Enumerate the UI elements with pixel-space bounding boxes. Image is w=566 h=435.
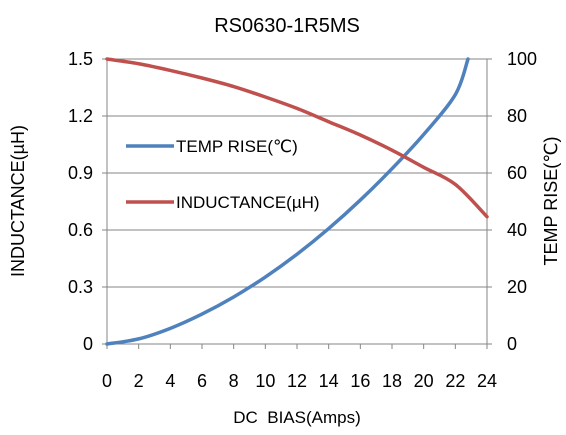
data-point-temp-rise: [107, 344, 108, 345]
data-point-inductance: [423, 167, 424, 168]
data-point-inductance: [328, 121, 329, 122]
series-lines: [105, 57, 489, 346]
x-tick-label: 16: [350, 371, 370, 391]
y-left-tick-label: 1.5: [68, 49, 93, 69]
data-point-inductance: [392, 150, 393, 151]
data-point-inductance: [233, 86, 234, 87]
x-tick-label: 4: [165, 371, 175, 391]
data-point-temp-rise: [233, 296, 234, 297]
x-tick-label: 22: [445, 371, 465, 391]
data-point-temp-rise: [202, 314, 203, 315]
x-axis-label: DC BIAS(Amps): [233, 408, 361, 427]
data-point-inductance: [265, 97, 266, 98]
y-axis-right-label: TEMP RISE(℃): [541, 137, 561, 266]
y-right-tick-label: 60: [507, 163, 527, 183]
y-right-tick-label: 20: [507, 277, 527, 297]
x-tick-label: 24: [477, 371, 497, 391]
x-tick-label: 10: [255, 371, 275, 391]
grid-lines: [107, 58, 487, 288]
y-left-tick-label: 0.9: [68, 163, 93, 183]
y-axis-left-label: INDUCTANCE(µH): [8, 125, 28, 277]
x-tick-label: 0: [102, 371, 112, 391]
y-left-tick-label: 0.3: [68, 277, 93, 297]
data-point-temp-rise: [468, 59, 469, 60]
data-point-temp-rise: [297, 254, 298, 255]
data-point-temp-rise: [392, 168, 393, 169]
data-point-temp-rise: [170, 328, 171, 329]
data-point-inductance: [360, 135, 361, 136]
series-line-temp-rise: [105, 57, 470, 346]
data-point-temp-rise: [423, 134, 424, 135]
legend-label-inductance: INDUCTANCE(µH): [176, 193, 320, 212]
y-right-tick-label: 80: [507, 106, 527, 126]
y-left-tick-label: 1.2: [68, 106, 93, 126]
x-tick-label: 2: [134, 371, 144, 391]
data-point-inductance: [107, 59, 108, 60]
x-tick-label: 12: [287, 371, 307, 391]
series-line-inductance: [105, 57, 489, 219]
legend-label-temp-rise: TEMP RISE(℃): [176, 137, 298, 156]
data-point-inductance: [170, 70, 171, 71]
data-point-temp-rise: [265, 277, 266, 278]
data-point-temp-rise: [138, 338, 139, 339]
data-point-inductance: [455, 184, 456, 185]
y-right-tick-label: 100: [507, 49, 537, 69]
x-tick-label: 20: [414, 371, 434, 391]
data-point-inductance: [202, 78, 203, 79]
y-left-tick-label: 0: [83, 334, 93, 354]
data-point-inductance: [297, 108, 298, 109]
legend: TEMP RISE(℃) INDUCTANCE(µH): [126, 137, 320, 212]
y-left-tick-label: 0.6: [68, 220, 93, 240]
x-tick-label: 14: [319, 371, 339, 391]
data-point-temp-rise: [328, 228, 329, 229]
data-point-inductance: [138, 63, 139, 64]
y-right-tick-label: 40: [507, 220, 527, 240]
y-right-tick-label: 0: [507, 334, 517, 354]
x-tick-label: 6: [197, 371, 207, 391]
data-point-temp-rise: [360, 200, 361, 201]
data-point-inductance: [487, 216, 488, 217]
chart-title: RS0630-1R5MS: [214, 15, 360, 37]
x-tick-label: 8: [229, 371, 239, 391]
x-tick-label: 18: [382, 371, 402, 391]
data-point-temp-rise: [455, 94, 456, 95]
